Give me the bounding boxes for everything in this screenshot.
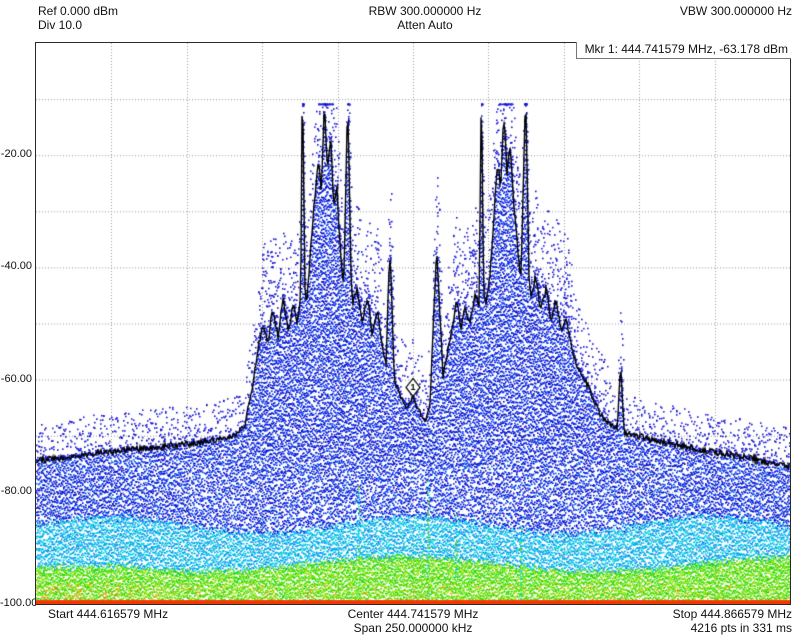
y-axis-label: -60.00 [0, 372, 32, 385]
header-rbw-atten: RBW 300.000000 Hz Atten Auto [35, 4, 800, 32]
y-axis-label: -80.00 [0, 484, 32, 497]
sweep-points-label: 4216 pts in 331 ms [690, 621, 792, 635]
marker-readout: Mkr 1: 444.741579 MHz, -63.178 dBm [575, 42, 791, 59]
y-axis-label: -20.00 [0, 148, 32, 161]
spectrum-plot-canvas[interactable] [36, 43, 790, 604]
footer-stop-points: Stop 444.866579 MHz 4216 pts in 331 ms [673, 607, 792, 635]
center-frequency-label: Center 444.741579 MHz [347, 607, 479, 621]
y-axis-label: -100.00 [0, 597, 38, 609]
div-label: Div 10.0 [38, 18, 83, 32]
rbw-label: RBW 300.000000 Hz [368, 4, 482, 18]
stop-frequency-label: Stop 444.866579 MHz [672, 607, 792, 621]
start-frequency-label: Start 444.616579 MHz [48, 607, 169, 621]
y-axis-label: -40.00 [0, 260, 32, 273]
ref-level-label: Ref 0.000 dBm [38, 4, 119, 18]
span-label: Span 250.000000 kHz [353, 621, 473, 635]
footer-start: Start 444.616579 MHz [48, 607, 168, 621]
graticule-area: Mkr 1: 444.741579 MHz, -63.178 dBm [35, 42, 791, 605]
header-ref-div: Ref 0.000 dBm Div 10.0 [38, 4, 118, 32]
footer-center-span: Center 444.741579 MHz Span 250.000000 kHz [35, 607, 791, 635]
header-vbw: VBW 300.000000 Hz [680, 4, 792, 18]
vbw-label: VBW 300.000000 Hz [679, 4, 792, 18]
atten-label: Atten Auto [397, 18, 453, 32]
